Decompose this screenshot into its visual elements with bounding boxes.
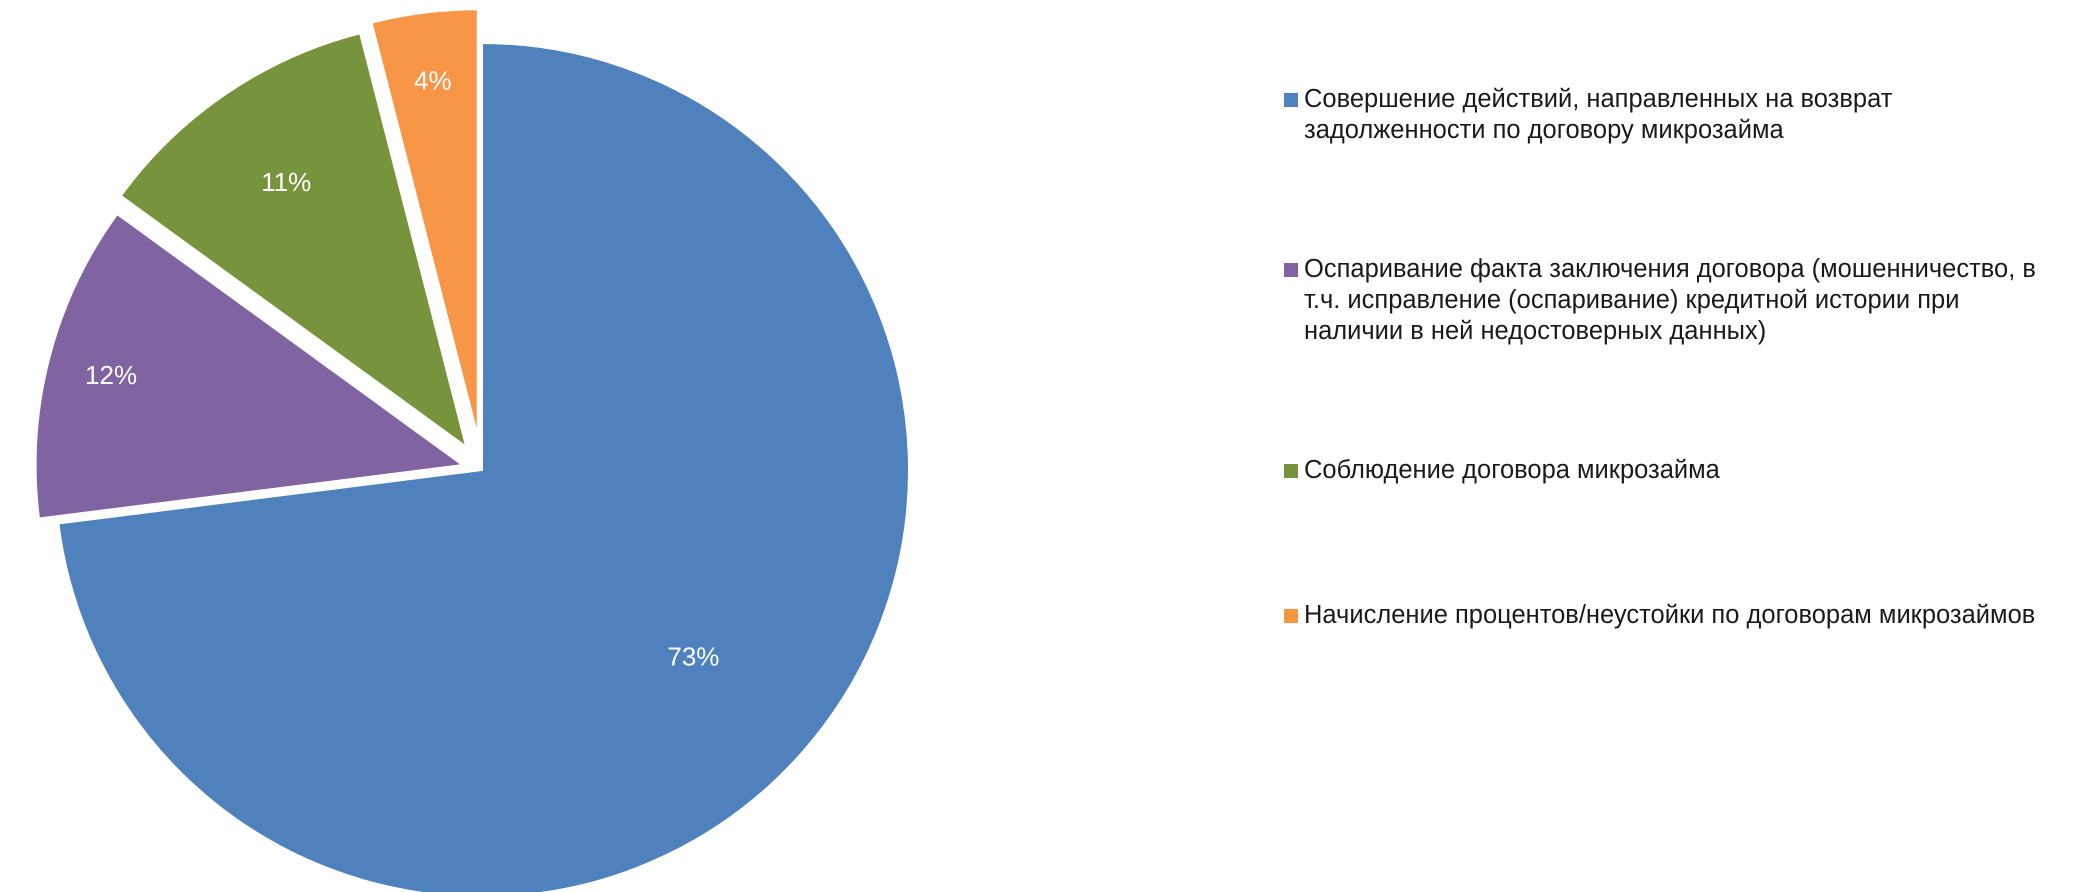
legend-label: Соблюдение договора микрозайма <box>1304 456 1720 484</box>
legend-swatch <box>1284 464 1298 478</box>
legend-label: Оспаривание факта заключения договора (м… <box>1304 255 2036 345</box>
slice-data-label: 12% <box>85 360 137 390</box>
pie-slice <box>34 212 466 520</box>
legend-item: Начисление процентов/неустойки по догово… <box>1284 600 2064 631</box>
pie-slice <box>119 32 468 450</box>
slice-data-label: 4% <box>414 65 452 95</box>
legend-label: Начисление процентов/неустойки по догово… <box>1304 601 2036 629</box>
legend-swatch <box>1284 93 1298 107</box>
slice-data-label: 73% <box>667 641 719 671</box>
slice-data-label: 11% <box>261 167 311 197</box>
legend-item: Совершение действий, направленных на воз… <box>1284 84 2064 146</box>
legend-item: Соблюдение договора микрозайма <box>1284 455 2064 486</box>
legend-swatch <box>1284 609 1298 623</box>
chart-legend: Совершение действий, направленных на воз… <box>1284 84 2064 631</box>
pie-slice <box>370 8 479 437</box>
legend-item: Оспаривание факта заключения договора (м… <box>1284 254 2064 347</box>
pie-plot-area: 73% 12% 11% 4% <box>34 8 910 892</box>
pie-slice <box>57 41 910 892</box>
legend-label: Совершение действий, направленных на воз… <box>1304 85 1893 144</box>
legend-swatch <box>1284 263 1298 277</box>
